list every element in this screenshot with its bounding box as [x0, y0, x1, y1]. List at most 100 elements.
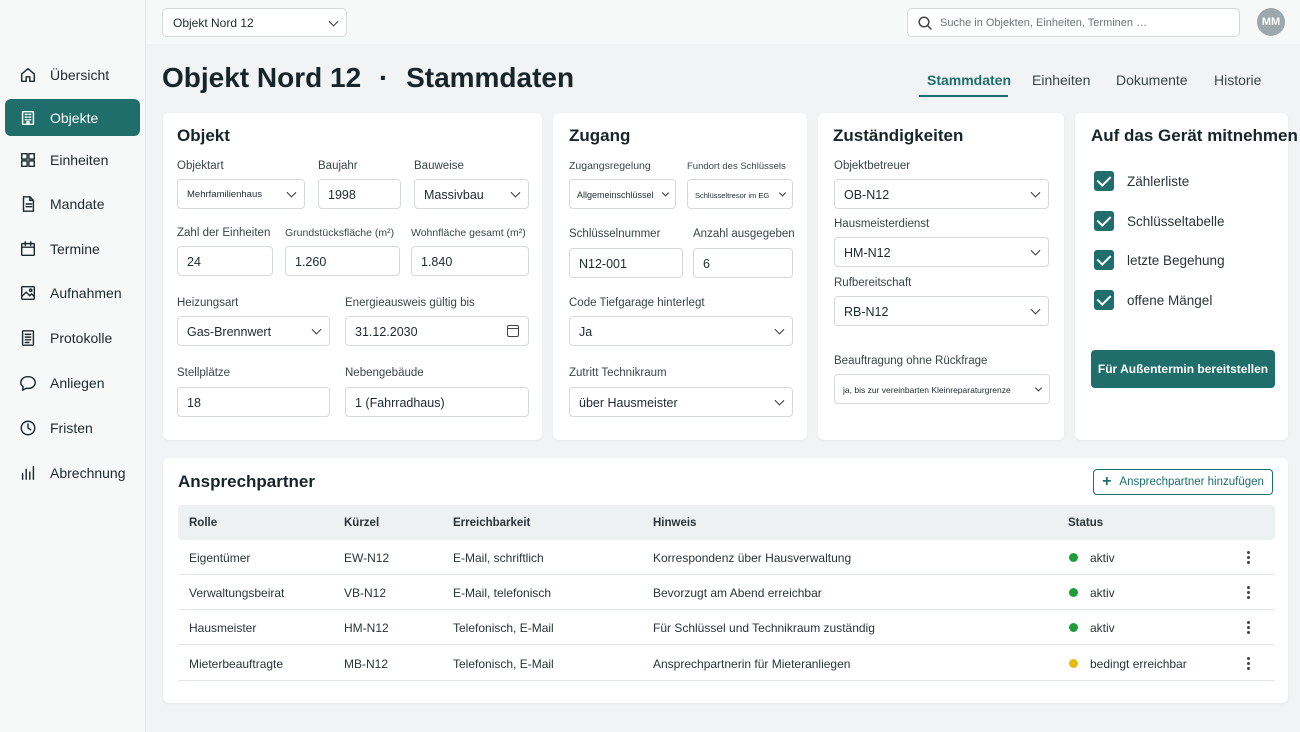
- sidebar-item-protokolle[interactable]: Protokolle: [5, 319, 140, 356]
- tab-historie[interactable]: Historie: [1214, 72, 1262, 88]
- status-dot-warning: [1069, 659, 1078, 668]
- ansprechpartner-card-title: Ansprechpartner: [178, 472, 315, 491]
- ruf-select[interactable]: RB-N12: [834, 296, 1049, 326]
- stellplaetze-field[interactable]: 18: [177, 387, 330, 417]
- energie-date-field[interactable]: 31.12.2030: [345, 316, 529, 346]
- cell-kuerzel: MB-N12: [344, 657, 389, 671]
- bauweise-select[interactable]: Massivbau: [414, 179, 529, 209]
- sidebar-item-anliegen[interactable]: Anliegen: [5, 364, 140, 401]
- sidebar-item-objekte[interactable]: Objekte: [5, 99, 140, 136]
- objektart-select[interactable]: Mehrfamilienhaus: [177, 179, 305, 209]
- col-header-erreichbarkeit[interactable]: Erreichbarkeit: [453, 517, 531, 529]
- chevron-down-icon: [778, 189, 787, 197]
- sidebar-item-einheiten[interactable]: Einheiten: [5, 141, 140, 178]
- tab-dokumente[interactable]: Dokumente: [1116, 72, 1188, 88]
- add-contact-label: Ansprechpartner hinzufügen: [1119, 476, 1264, 488]
- cell-rolle: Verwaltungsbeirat: [189, 586, 285, 600]
- table-row[interactable]: [178, 645, 1275, 681]
- offene-maengel-checkbox[interactable]: [1094, 290, 1114, 310]
- table-row[interactable]: [178, 610, 1275, 645]
- bar-chart-icon: [18, 463, 38, 483]
- avatar[interactable]: MM: [1257, 8, 1285, 36]
- aussentermin-bereitstellen-button[interactable]: Für Außentermin bereitstellen: [1091, 350, 1275, 388]
- tab-einheiten[interactable]: Einheiten: [1032, 72, 1091, 88]
- grundstueck-label: Grundstücksfläche (m²): [285, 227, 395, 239]
- schluesseltabelle-label: Schlüsseltabelle: [1127, 214, 1225, 229]
- schluesseltabelle-checkbox[interactable]: [1094, 211, 1114, 231]
- grid-icon: [18, 150, 38, 170]
- row-menu-icon[interactable]: [1246, 551, 1250, 565]
- cell-status: bedingt erreichbar: [1090, 657, 1187, 671]
- sidebar-item-abrechnung[interactable]: Abrechnung: [5, 454, 140, 491]
- tab-stammdaten[interactable]: Stammdaten: [927, 72, 1012, 88]
- page-title-section: Stammdaten: [406, 62, 575, 93]
- sidebar-item-uebersicht[interactable]: Übersicht: [5, 56, 140, 93]
- cell-erreichbarkeit: E-Mail, telefonisch: [453, 586, 552, 600]
- heizung-select[interactable]: Gas-Brennwert: [177, 316, 330, 346]
- col-header-rolle[interactable]: Rolle: [189, 517, 218, 529]
- row-menu-icon[interactable]: [1246, 657, 1250, 671]
- beauftragung-select[interactable]: ja, bis zur vereinbarten Kleinreparaturg…: [834, 374, 1050, 404]
- betreuer-label: Objektbetreuer: [834, 160, 911, 172]
- sidebar-item-label: Übersicht: [50, 66, 110, 83]
- code-select[interactable]: Ja: [569, 316, 793, 346]
- object-select[interactable]: Objekt Nord 12: [162, 8, 347, 37]
- chevron-down-icon: [1030, 245, 1041, 256]
- baujahr-field[interactable]: 1998: [318, 179, 401, 209]
- chevron-down-icon: [286, 187, 297, 198]
- fundort-label: Fundort des Schlüssels: [687, 161, 786, 172]
- grundstueck-field[interactable]: 1.260: [285, 246, 400, 276]
- sidebar-item-aufnahmen[interactable]: Aufnahmen: [5, 274, 140, 311]
- fundort-value: Schlüsseltresor im EG: [695, 191, 770, 200]
- zugang-card-title: Zugang: [569, 126, 631, 145]
- anzahl-field[interactable]: 6: [693, 248, 793, 278]
- regelung-select[interactable]: Allgemeinschlüssel: [569, 179, 676, 209]
- row-menu-icon[interactable]: [1246, 586, 1250, 600]
- sidebar-item-fristen[interactable]: Fristen: [5, 409, 140, 446]
- baujahr-label: Baujahr: [318, 160, 358, 172]
- einheiten-field[interactable]: 24: [177, 246, 273, 276]
- nummer-field[interactable]: N12-001: [569, 248, 683, 278]
- sidebar-item-termine[interactable]: Termine: [5, 230, 140, 267]
- chevron-down-icon: [774, 324, 785, 335]
- sidebar-item-mandate[interactable]: Mandate: [5, 185, 140, 222]
- chevron-down-icon: [311, 324, 322, 335]
- calendar-icon[interactable]: [507, 325, 519, 337]
- sidebar-item-label: Protokolle: [50, 329, 113, 346]
- chevron-down-icon: [510, 187, 521, 198]
- letzte-begehung-checkbox[interactable]: [1094, 250, 1114, 270]
- search-input[interactable]: Suche in Objekten, Einheiten, Terminen …: [907, 8, 1240, 37]
- betreuer-select[interactable]: OB-N12: [834, 179, 1049, 209]
- col-header-hinweis[interactable]: Hinweis: [653, 517, 697, 529]
- zaehlerliste-label: Zählerliste: [1127, 174, 1190, 189]
- zaehlerliste-checkbox[interactable]: [1094, 171, 1114, 191]
- page-title: Objekt Nord 12 · Stammdaten: [162, 62, 574, 94]
- hausmeister-select[interactable]: HM-N12: [834, 237, 1049, 267]
- cell-kuerzel: HM-N12: [344, 621, 389, 635]
- row-menu-icon[interactable]: [1246, 621, 1250, 635]
- regelung-label: Zugangsregelung: [569, 160, 651, 172]
- object-select-value: Objekt Nord 12: [173, 16, 254, 30]
- energie-value: 31.12.2030: [355, 325, 418, 339]
- table-row[interactable]: [178, 575, 1275, 610]
- cell-erreichbarkeit: Telefonisch, E-Mail: [453, 657, 554, 671]
- col-header-kuerzel[interactable]: Kürzel: [344, 517, 380, 529]
- cell-hinweis: Korrespondenz über Hausverwaltung: [653, 551, 852, 565]
- sidebar-item-label: Objekte: [50, 109, 99, 126]
- sidebar-item-label: Fristen: [50, 419, 93, 436]
- chat-icon: [18, 373, 38, 393]
- chevron-down-icon: [1030, 304, 1041, 315]
- ruf-label: Rufbereitschaft: [834, 277, 912, 289]
- offene-maengel-label: offene Mängel: [1127, 293, 1213, 308]
- cell-rolle: Hausmeister: [189, 621, 257, 635]
- wohnflaeche-field[interactable]: 1.840: [411, 246, 529, 276]
- table-row[interactable]: [178, 540, 1275, 575]
- fundort-select[interactable]: Schlüsseltresor im EG: [687, 179, 793, 209]
- objektart-value: Mehrfamilienhaus: [187, 189, 262, 200]
- nebengebaeude-field[interactable]: 1 (Fahrradhaus): [345, 387, 529, 417]
- plus-icon: +: [1102, 473, 1112, 490]
- technik-select[interactable]: über Hausmeister: [569, 387, 793, 417]
- add-contact-button[interactable]: + Ansprechpartner hinzufügen: [1093, 469, 1273, 495]
- sidebar-item-label: Mandate: [50, 195, 105, 212]
- col-header-status[interactable]: Status: [1068, 517, 1104, 529]
